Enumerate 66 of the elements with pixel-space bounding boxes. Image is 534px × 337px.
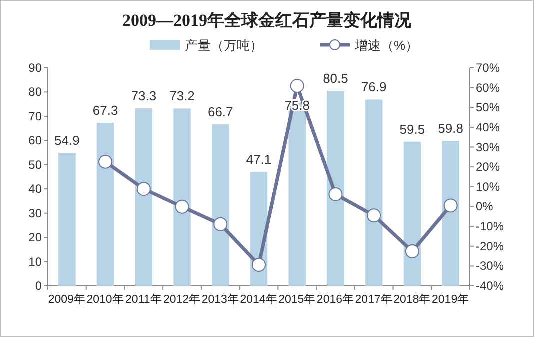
bar bbox=[327, 91, 344, 286]
bar bbox=[96, 122, 114, 286]
x-tick-label: 2010年 bbox=[86, 293, 124, 306]
x-tick-label: 2019年 bbox=[432, 293, 470, 306]
data-label: 73.2 bbox=[170, 88, 195, 104]
y-tick-label: 10 bbox=[28, 254, 42, 269]
y2-tick-label: -10% bbox=[476, 220, 504, 234]
y-tick-label: 70 bbox=[28, 109, 42, 124]
y2-tick-label: 20% bbox=[476, 160, 500, 174]
y2-tick-label: -20% bbox=[476, 239, 504, 254]
legend-label: 增速（%） bbox=[354, 38, 419, 53]
x-tick-label: 2015年 bbox=[278, 293, 316, 306]
data-label: 47.1 bbox=[246, 152, 272, 167]
point bbox=[214, 217, 228, 232]
bar bbox=[135, 108, 153, 286]
y-tick-label: 60 bbox=[28, 134, 42, 148]
y-tick-label: 40 bbox=[28, 182, 42, 196]
point bbox=[136, 182, 151, 196]
data-label: 59.5 bbox=[400, 122, 426, 137]
point bbox=[290, 79, 304, 94]
x-tick-label: 2018年 bbox=[394, 293, 432, 306]
y2-tick-label: 10% bbox=[476, 180, 500, 194]
x-tick-label: 2011年 bbox=[126, 293, 162, 306]
data-label: 76.9 bbox=[361, 80, 387, 95]
point bbox=[328, 187, 343, 202]
bar bbox=[404, 142, 422, 286]
point bbox=[367, 208, 382, 223]
bar bbox=[174, 108, 191, 286]
bar bbox=[442, 141, 460, 286]
data-label: 80.5 bbox=[323, 71, 348, 86]
y2-tick-label: -30% bbox=[476, 259, 504, 274]
y2-tick-label: -40% bbox=[476, 279, 504, 293]
data-label: 54.9 bbox=[54, 133, 80, 148]
y2-tick-label: 0% bbox=[476, 200, 494, 214]
x-tick-label: 2013年 bbox=[202, 293, 240, 306]
point bbox=[175, 200, 190, 214]
y2-tick-label: 30% bbox=[476, 140, 500, 154]
x-tick-label: 2014年 bbox=[240, 293, 278, 306]
y-tick-label: 0 bbox=[35, 279, 42, 293]
y-tick-label: 20 bbox=[28, 230, 42, 245]
y2-tick-label: 50% bbox=[476, 100, 500, 115]
point bbox=[444, 198, 458, 213]
x-tick-label: 2012年 bbox=[163, 293, 202, 306]
data-label: 67.3 bbox=[92, 102, 118, 118]
point bbox=[405, 244, 420, 259]
x-tick-label: 2017年 bbox=[355, 293, 393, 306]
y2-tick-label: 70% bbox=[476, 61, 500, 75]
chart-title: 2009—2019年全球金红石产量变化情况 bbox=[122, 11, 412, 30]
bar bbox=[365, 100, 383, 286]
data-label: 75.8 bbox=[284, 98, 310, 114]
legend-label: 产量（万吨） bbox=[185, 38, 263, 53]
point bbox=[252, 258, 266, 272]
x-tick-label: 2016年 bbox=[316, 293, 355, 306]
y2-tick-label: 40% bbox=[476, 120, 500, 134]
data-label: 59.8 bbox=[438, 121, 464, 136]
bar bbox=[58, 153, 76, 286]
y2-tick-label: 60% bbox=[476, 80, 500, 95]
data-label: 73.3 bbox=[131, 88, 157, 104]
point bbox=[98, 154, 113, 169]
x-tick-label: 2009年 bbox=[48, 293, 86, 306]
bar bbox=[212, 124, 230, 286]
y-tick-label: 80 bbox=[28, 85, 42, 100]
y-tick-label: 90 bbox=[28, 61, 42, 75]
y-tick-label: 50 bbox=[28, 158, 42, 172]
y-tick-label: 30 bbox=[28, 206, 42, 220]
data-label: 66.7 bbox=[208, 104, 234, 120]
